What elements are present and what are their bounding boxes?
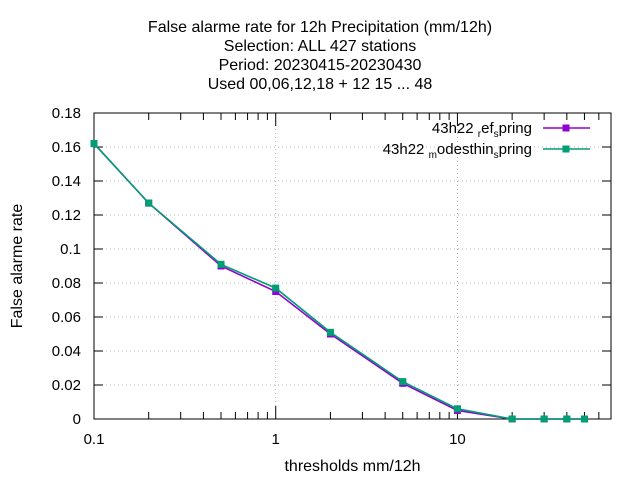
x-tick-label: 0.1 [84, 431, 105, 448]
title-line: Selection: ALL 427 stations [224, 38, 416, 55]
chart-title: False alarme rate for 12h Precipitation … [148, 19, 492, 93]
title-line: False alarme rate for 12h Precipitation … [148, 19, 492, 36]
series-path [93, 143, 585, 420]
data-point [145, 199, 153, 207]
data-point [508, 415, 516, 423]
y-tick-label: 0.16 [52, 139, 81, 156]
data-point [563, 415, 571, 423]
data-point [562, 124, 570, 132]
data-point [217, 260, 225, 268]
y-tick-label: 0.06 [52, 309, 81, 326]
series-line [90, 140, 588, 423]
x-axis: 0.1 1 10 [84, 113, 612, 448]
y-tick-label: 0.18 [52, 105, 81, 122]
x-tick-label: 10 [449, 431, 466, 448]
grid [94, 113, 611, 419]
x-tick-label: 1 [272, 431, 280, 448]
title-line: Used 00,06,12,18 + 12 15 ... 48 [208, 76, 433, 93]
y-axis-label: False alarme rate [9, 204, 26, 329]
data-point [540, 415, 548, 423]
x-axis-label: thresholds mm/12h [284, 458, 420, 475]
data-point [272, 284, 280, 292]
y-tick-label: 0.02 [52, 377, 81, 394]
y-tick-label: 0.14 [52, 173, 81, 190]
legend-label: 43h22 refspring [432, 120, 532, 140]
y-tick-label: 0.1 [60, 241, 81, 258]
y-axis: 0 0.02 0.04 0.06 0.08 0.1 0.12 0.14 0.16 0.18 [52, 105, 611, 428]
data-point [453, 405, 461, 413]
legend-label: 43h22 modesthinspring [383, 141, 532, 161]
series-path [93, 143, 585, 420]
y-tick-label: 0 [73, 411, 81, 428]
y-tick-label: 0.12 [52, 207, 81, 224]
series-line [90, 140, 588, 423]
y-tick-label: 0.08 [52, 275, 81, 292]
y-tick-label: 0.04 [52, 343, 81, 360]
data-point [562, 145, 570, 153]
series [90, 140, 588, 423]
data-point [399, 378, 407, 386]
data-point [326, 328, 334, 336]
data-point [90, 140, 98, 148]
data-point [580, 415, 588, 423]
title-line: Period: 20230415-20230430 [219, 57, 422, 74]
plot-frame [93, 112, 612, 420]
